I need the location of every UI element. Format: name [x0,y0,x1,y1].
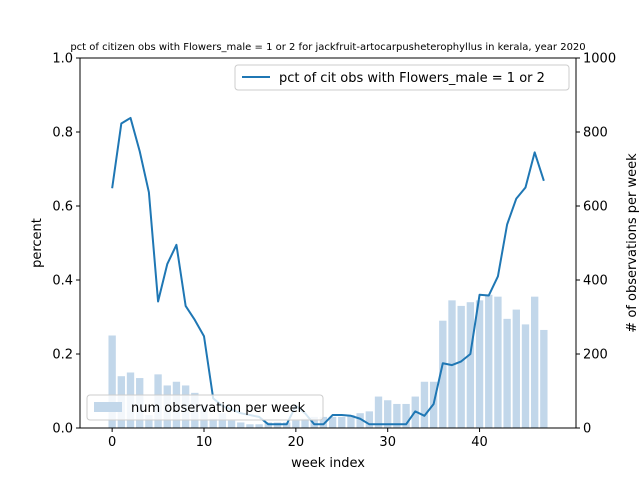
y-right-tick-label: 600 [583,200,608,215]
y-left-tick-label: 0.0 [52,422,73,437]
bar [319,416,328,428]
y-left-axis-ticks: 0.0 0.2 0.4 0.6 0.8 1.0 [52,52,80,437]
bar [420,381,429,428]
bar [145,415,153,428]
bar [494,296,502,428]
bar [521,324,530,428]
bar-legend-swatch [94,402,122,412]
y-left-tick-label: 0.2 [52,348,73,363]
y-left-tick-label: 1.0 [52,52,73,67]
bar [439,320,447,428]
bar [347,415,355,428]
bar-legend: num observation per week [86,394,324,421]
bar [365,411,374,428]
line-legend-box [234,64,570,91]
bar-legend-box [86,394,324,421]
bar [475,300,484,428]
x-tick-label: 0 [108,435,116,450]
bar [530,296,539,428]
bar [356,413,364,428]
bar [485,294,493,428]
line-layer [111,116,545,426]
bar [108,335,116,428]
series-line [111,116,545,426]
chart-title: pct of citizen obs with Flowers_male = 1… [70,42,585,53]
y-left-tick-label: 0.8 [52,126,73,141]
bar [310,416,318,428]
bar [237,422,245,428]
bar [218,413,227,428]
x-tick-label: 30 [379,435,396,450]
bar [227,420,236,428]
y-right-tick-label: 200 [583,348,608,363]
x-tick-label: 10 [196,435,213,450]
bar [209,418,217,428]
bar [255,424,263,428]
line-legend-label: pct of cit obs with Flowers_male = 1 or … [279,71,545,86]
bar [301,418,309,428]
y-right-tick-label: 1000 [583,52,616,67]
bar [246,424,254,428]
y-right-tick-label: 800 [583,126,608,141]
bar [292,420,300,428]
bar [374,396,383,428]
bar [328,416,337,428]
y-right-tick-label: 400 [583,274,608,289]
x-axis-title: week index [291,456,365,471]
bar [393,403,401,428]
y-left-axis-title: percent [30,218,45,268]
x-tick-label: 40 [471,435,488,450]
x-axis-ticks: 0 10 20 30 40 [108,428,488,450]
plot-frame [79,57,577,429]
bar [402,403,410,428]
bar [384,400,392,428]
x-tick-label: 20 [288,435,305,450]
y-left-tick-label: 0.6 [52,200,73,215]
bar [466,302,475,428]
bar [503,318,511,428]
y-right-axis-ticks: 0 200 400 600 800 1000 [576,52,616,437]
bar [338,416,346,428]
bar [457,305,465,428]
bar [512,309,520,428]
line-legend: pct of cit obs with Flowers_male = 1 or … [234,64,570,91]
bar-legend-label: num observation per week [131,401,306,416]
bar [540,329,548,428]
y-right-tick-label: 0 [583,422,591,437]
y-left-tick-label: 0.4 [52,274,73,289]
y-right-axis-title: # of observations per week [625,153,640,333]
